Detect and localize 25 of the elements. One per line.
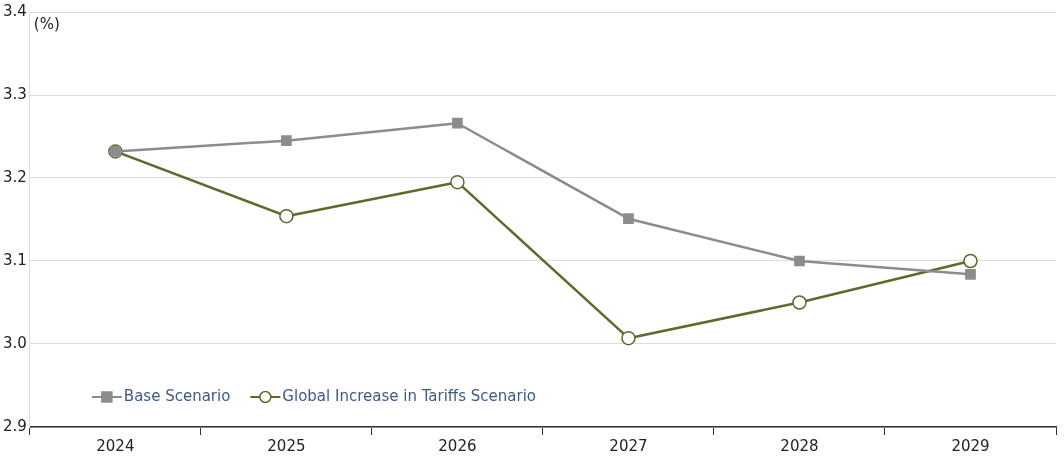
x-tick-label: 2028 <box>780 436 819 455</box>
point <box>450 174 465 190</box>
y-tick-label: 3.1 <box>3 250 27 269</box>
x-tick-label: 2024 <box>96 436 135 455</box>
y-tick-label: 2.9 <box>3 416 27 435</box>
x-tick-label: 2026 <box>438 436 477 455</box>
point <box>792 295 807 310</box>
point <box>452 117 463 129</box>
point <box>279 208 294 224</box>
legend-label: Base Scenario <box>123 386 231 405</box>
y-tick-label: 3.4 <box>3 1 27 20</box>
x-tick-label: 2025 <box>267 436 306 455</box>
legend-label: Global Increase in Tariffs Scenario <box>282 386 536 405</box>
point <box>963 253 978 269</box>
point <box>965 268 976 280</box>
point <box>794 255 805 267</box>
x-tick-label: 2027 <box>609 436 648 455</box>
y-tick-label: 3.2 <box>3 167 27 186</box>
point <box>621 330 636 346</box>
y-axis-title: (%) <box>33 15 60 34</box>
x-tick-label: 2029 <box>951 436 990 455</box>
point <box>281 135 292 146</box>
y-tick-label: 3.0 <box>3 333 27 352</box>
y-tick-label: 3.3 <box>3 84 27 103</box>
point <box>623 213 634 225</box>
